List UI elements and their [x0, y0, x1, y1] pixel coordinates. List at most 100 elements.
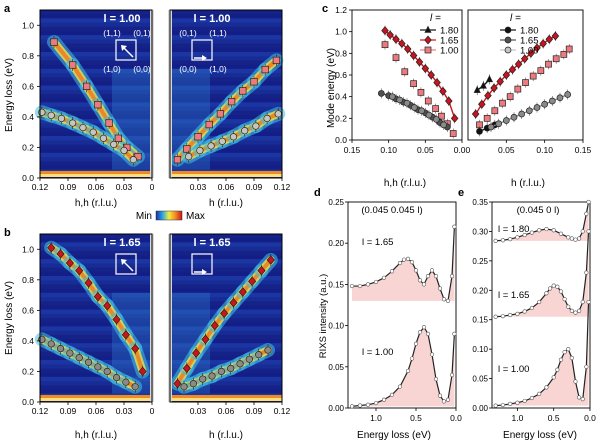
heat-row	[40, 39, 152, 45]
data-point	[405, 368, 411, 374]
y-tick-label: 0.15	[472, 316, 488, 325]
heat-row	[40, 309, 152, 315]
data-point	[577, 395, 582, 400]
data-point	[564, 91, 572, 98]
data-point	[183, 145, 191, 153]
data-point	[525, 107, 533, 115]
heat-row	[40, 119, 152, 124]
heat-row	[170, 123, 282, 129]
data-point	[562, 349, 567, 355]
data-point	[131, 343, 140, 354]
data-point	[558, 357, 564, 362]
data-point	[236, 360, 244, 368]
data-point	[131, 383, 139, 391]
data-point	[266, 255, 275, 265]
heat-elastic-line	[40, 398, 152, 401]
panel-c-markers	[377, 25, 573, 139]
bz-corner-br: (1,0)	[209, 64, 227, 74]
heat-row	[40, 22, 152, 28]
panel-c-axes: 0.0 0.2 0.4 0.6 0.8 1.0 1.2 0.15 0.10 0.05 0.00 0.0…	[335, 5, 591, 155]
panel-a-left-bz-diagram: (1,1) (0,1) (1,0) (0,0)	[103, 28, 151, 74]
x-tick-label: 0.06	[218, 182, 235, 192]
data-point	[409, 51, 418, 60]
panel-a-left-x-axis-label: h,h (r.l.u.)	[75, 198, 117, 209]
heat-row	[170, 56, 282, 61]
data-point	[569, 236, 574, 241]
data-point	[401, 257, 407, 262]
data-point	[410, 80, 417, 88]
data-point	[250, 78, 258, 86]
data-point	[537, 299, 542, 305]
heat-row	[170, 148, 282, 154]
panel-e-q-label: (0.045 0 l)	[517, 205, 560, 216]
data-point	[255, 351, 263, 359]
panel-a-y-axis-label: Energy loss (eV)	[4, 58, 15, 132]
data-point	[227, 97, 236, 106]
data-point	[450, 113, 459, 123]
data-point	[245, 355, 253, 363]
panel-b-right-x-axis-label: h (r.l.u.)	[209, 430, 243, 441]
heat-row	[170, 271, 282, 277]
data-point	[437, 286, 443, 291]
panel-e-curves	[493, 199, 591, 408]
data-point	[89, 128, 97, 136]
x-tick-label: 0.06	[88, 182, 105, 192]
heat-elastic-line	[40, 174, 152, 177]
data-point	[529, 395, 535, 401]
heat-row	[170, 389, 282, 395]
data-point	[238, 287, 247, 297]
data-point	[544, 385, 549, 390]
bz-arrow-line	[122, 46, 134, 58]
y-tick-label: 0.10	[328, 322, 344, 331]
heat-row	[170, 250, 282, 256]
data-point	[433, 274, 439, 279]
data-point	[79, 123, 87, 132]
legend-entries: 1.801.651.001.801.651.00	[420, 26, 539, 57]
data-point	[417, 330, 423, 335]
data-point	[476, 127, 483, 135]
heat-row	[170, 288, 282, 294]
data-point	[487, 123, 495, 131]
panel-label-e: e	[458, 187, 464, 199]
x-tick-label: 0.09	[60, 182, 77, 192]
data-point	[138, 366, 147, 377]
data-point	[403, 99, 411, 107]
heat-row	[40, 330, 152, 336]
data-point	[506, 93, 514, 101]
x-tick-label: 0.00	[454, 145, 471, 155]
data-point	[566, 304, 571, 309]
data-point	[210, 320, 219, 331]
heat-row	[40, 157, 152, 162]
y-tick-label: 0.4	[335, 92, 347, 102]
data-point	[180, 383, 188, 391]
panel-a-right-x-axis-label: h (r.l.u.)	[209, 198, 243, 209]
legend-marker	[424, 35, 432, 45]
data-point	[196, 146, 204, 155]
data-point	[47, 111, 55, 120]
y-tick-label: 0.0	[22, 397, 34, 407]
y-tick-label: 0.2	[335, 113, 347, 123]
data-point	[452, 331, 457, 336]
data-point	[433, 377, 439, 382]
data-point	[220, 308, 229, 319]
data-point	[357, 403, 363, 408]
x-tick-label: 0.09	[246, 182, 263, 192]
data-point	[484, 91, 492, 101]
data-point	[241, 127, 249, 135]
data-point	[518, 110, 526, 118]
panel-b-right-map	[168, 234, 282, 403]
data-point	[479, 81, 487, 89]
heat-row	[170, 339, 282, 344]
heat-row	[40, 56, 152, 61]
data-point	[421, 325, 427, 330]
heat-row	[40, 242, 152, 248]
data-point	[522, 79, 529, 86]
heat-row	[40, 140, 152, 145]
data-point	[500, 314, 505, 319]
data-point	[66, 349, 74, 357]
heat-row	[170, 35, 282, 40]
panel-a-right-l-label: l = 1.00	[193, 13, 230, 25]
x-tick-label: 0.05	[417, 145, 434, 155]
peak-fill	[495, 302, 589, 406]
data-point	[551, 375, 556, 380]
